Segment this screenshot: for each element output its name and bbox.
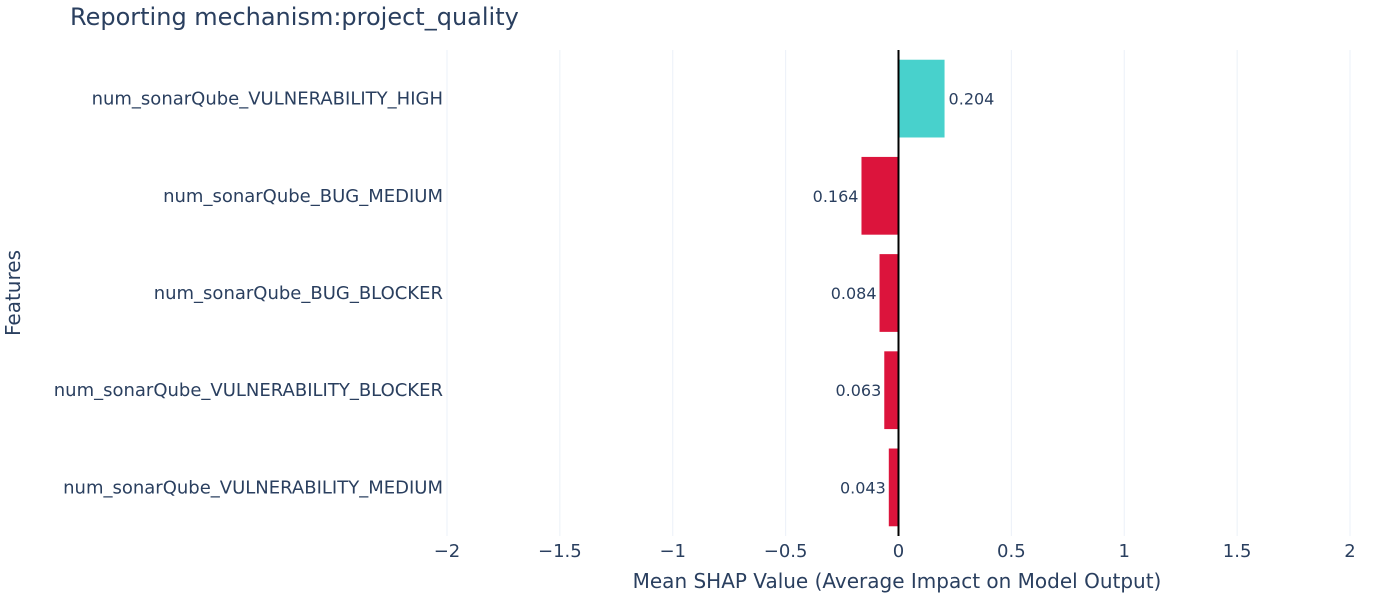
data-label: 0.084 <box>831 284 877 303</box>
x-tick-label: −2 <box>434 541 461 562</box>
bar <box>884 351 899 430</box>
data-label: 0.164 <box>813 187 859 206</box>
x-axis-title: Mean SHAP Value (Average Impact on Model… <box>633 569 1162 593</box>
x-tick-label: 1.5 <box>1223 541 1252 562</box>
bar <box>898 59 945 138</box>
data-label: 0.204 <box>949 90 995 109</box>
x-tick-label: 0 <box>893 541 904 562</box>
y-tick-label: num_sonarQube_BUG_BLOCKER <box>154 283 443 304</box>
y-tick-label: num_sonarQube_VULNERABILITY_HIGH <box>92 89 443 110</box>
x-tick-label: 0.5 <box>997 541 1026 562</box>
x-tick-label: −1.5 <box>538 541 582 562</box>
x-tick-labels: −2 −1.5 −1 −0.5 0 0.5 1 1.5 2 <box>434 541 1356 562</box>
data-labels: 0.204 0.164 0.084 0.063 0.043 <box>813 90 995 498</box>
bar <box>879 254 899 332</box>
y-tick-label: num_sonarQube_BUG_MEDIUM <box>163 186 443 207</box>
y-tick-label: num_sonarQube_VULNERABILITY_MEDIUM <box>63 477 443 498</box>
bar <box>861 156 899 235</box>
bar <box>888 448 899 527</box>
y-tick-label: num_sonarQube_VULNERABILITY_BLOCKER <box>54 380 443 401</box>
x-tick-label: 1 <box>1119 541 1130 562</box>
chart-title: Reporting mechanism:project_quality <box>70 3 519 31</box>
x-tick-label: 2 <box>1344 541 1355 562</box>
y-axis-title: Features <box>1 250 25 336</box>
x-tick-label: −1 <box>659 541 686 562</box>
grid-lines <box>446 50 1351 536</box>
y-tick-labels: num_sonarQube_VULNERABILITY_HIGH num_sona… <box>54 89 443 499</box>
x-tick-label: −0.5 <box>764 541 808 562</box>
bars <box>861 59 945 527</box>
data-label: 0.063 <box>835 381 881 400</box>
data-label: 0.043 <box>840 478 886 497</box>
